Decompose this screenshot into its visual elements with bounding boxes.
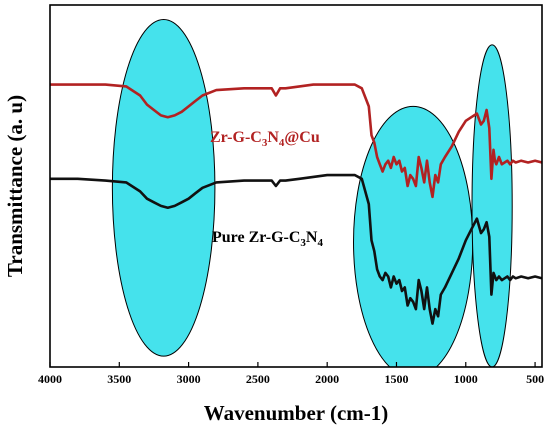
x-tick-label-2000: 2000 [315,372,339,386]
series-line-1 [50,83,542,199]
x-axis-ticks: 4000 3500 3000 2500 2000 1500 1000 500 [38,362,544,386]
series-labels: Zr-G-C3N4@Cu Pure Zr-G-C3N4 [210,129,323,249]
highlight-region-3 [471,44,513,367]
x-axis-title: Wavenumber (cm-1) [204,401,389,425]
y-axis-title: Transmittance (a. u) [3,95,27,277]
x-tick-label-2500: 2500 [246,372,270,386]
series-line-2 [50,173,542,325]
x-tick-label-500: 500 [526,372,544,386]
series-lines [50,83,542,325]
x-tick-label-3500: 3500 [107,372,131,386]
plot-frame [49,4,543,368]
highlight-regions [111,18,513,367]
x-tick-label-1500: 1500 [384,372,408,386]
x-tick-label-4000: 4000 [38,372,62,386]
x-tick-label-1000: 1000 [454,372,478,386]
series-label-1: Zr-G-C3N4@Cu [210,129,320,149]
x-tick-label-3000: 3000 [177,372,201,386]
series-label-2: Pure Zr-G-C3N4 [212,229,323,249]
highlight-region-1 [111,18,216,357]
